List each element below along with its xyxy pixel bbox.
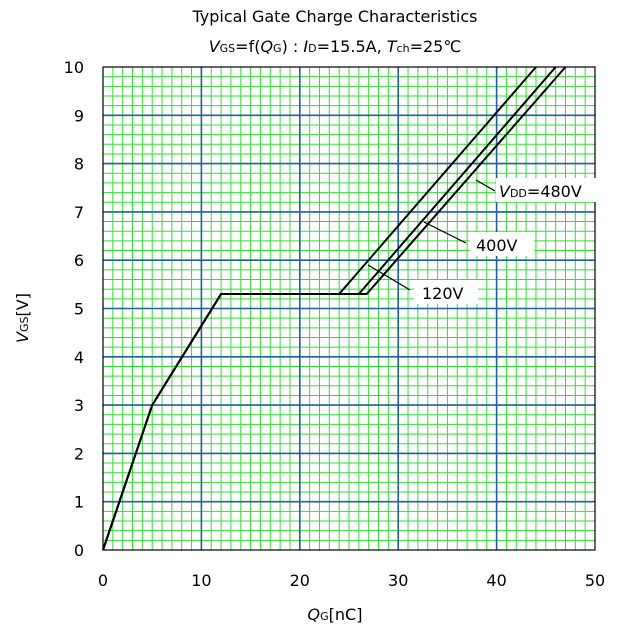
x-tick-label: 30 — [388, 571, 408, 590]
y-tick-label: 7 — [74, 203, 84, 222]
x-tick-label: 10 — [191, 571, 211, 590]
y-tick-label: 0 — [74, 541, 84, 560]
annotation-label-400v: 400V — [476, 236, 518, 255]
annotation-label-120v: 120V — [422, 284, 464, 303]
y-tick-label: 4 — [74, 348, 84, 367]
chart-title: Typical Gate Charge Characteristics — [191, 7, 477, 26]
x-tick-label: 0 — [98, 571, 108, 590]
chart-subtitle: VGS=f(QG) : ID=15.5A, Tch=25℃ — [209, 37, 462, 56]
y-tick-label: 6 — [74, 251, 84, 270]
x-tick-label: 50 — [585, 571, 605, 590]
y-tick-label: 8 — [74, 155, 84, 174]
x-axis-label: QG[nC] — [308, 605, 363, 624]
y-axis-label: VGS[V] — [13, 293, 32, 343]
y-tick-label: 10 — [64, 58, 84, 77]
y-tick-label: 3 — [74, 396, 84, 415]
y-tick-label: 1 — [74, 493, 84, 512]
x-tick-label: 40 — [486, 571, 506, 590]
y-tick-label: 9 — [74, 106, 84, 125]
x-tick-label: 20 — [290, 571, 310, 590]
y-tick-label: 2 — [74, 444, 84, 463]
y-tick-label: 5 — [74, 300, 84, 319]
